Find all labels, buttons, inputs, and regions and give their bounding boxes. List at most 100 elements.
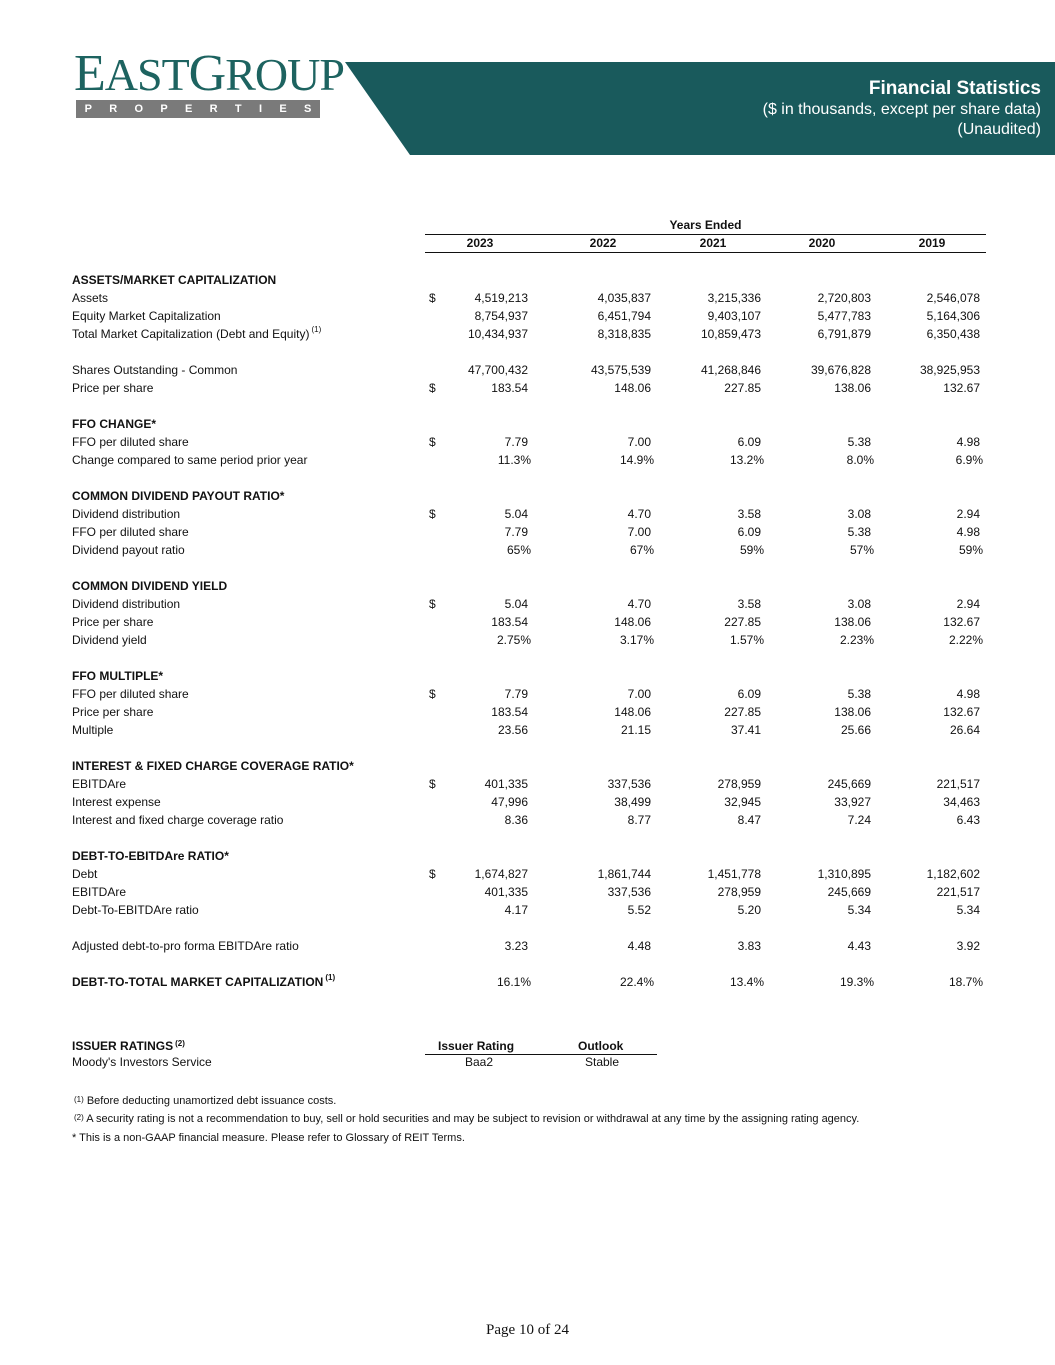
page-subtitle: ($ in thousands, except per share data): [762, 101, 1041, 118]
years-ended-header: Years Ended: [425, 218, 986, 235]
row-label: Dividend distribution: [72, 507, 181, 521]
row-label: Debt: [72, 867, 98, 881]
cell-value-2021: 13.2%: [729, 453, 764, 467]
row-label: ASSETS/MARKET CAPITALIZATION: [72, 273, 277, 287]
cell-value-2022: 148.06: [614, 615, 651, 629]
issuer-rating-value: Baa2: [464, 1055, 494, 1069]
table-row: Debt $1,674,827 1,861,744 1,451,778 1,310,89…: [0, 865, 1055, 883]
section-header: FFO CHANGE*: [0, 415, 1055, 433]
section-header: ASSETS/MARKET CAPITALIZATION: [0, 271, 1055, 289]
row-label: DEBT-TO-EBITDAre RATIO*: [72, 849, 229, 863]
cell-value-2020: 3.08: [847, 507, 871, 521]
row-label: Price per share: [72, 705, 154, 719]
cell-value-2022: 67%: [629, 543, 654, 557]
cell-value-2021: 3.83: [737, 939, 761, 953]
cell-value-2020: 2.23%: [839, 633, 874, 647]
cell-value-2023: 7.79: [504, 525, 528, 539]
table-row: FFO per diluted share $7.79 7.00 6.09 5.38 4.…: [0, 685, 1055, 703]
cell-value-2021: 278,959: [717, 777, 761, 791]
company-logo: EASTGROUP: [74, 45, 345, 102]
cell-value-2021: 6.09: [737, 687, 761, 701]
cell-value-2020: 3.08: [847, 597, 871, 611]
cell-value-2023: 1,674,827: [474, 867, 528, 881]
section-header: COMMON DIVIDEND PAYOUT RATIO*: [0, 487, 1055, 505]
table-row: Equity Market Capitalization 8,754,937 6,4…: [0, 307, 1055, 325]
row-label: Price per share: [72, 381, 154, 395]
row-label: Multiple: [72, 723, 114, 737]
cell-value-2020: 25.66: [840, 723, 871, 737]
cell-value-2023: 4.17: [504, 903, 528, 917]
cell-value-2022: 6,451,794: [597, 309, 651, 323]
cell-value-2021: 227.85: [724, 615, 761, 629]
cell-value-2022: 4.70: [627, 597, 651, 611]
section-header: FFO MULTIPLE*: [0, 667, 1055, 685]
cell-value-2019: 6.9%: [955, 453, 983, 467]
row-label: Assets: [72, 291, 109, 305]
spacer-row: [0, 343, 1055, 361]
row-label: FFO per diluted share: [72, 525, 189, 539]
table-row: FFO per diluted share $7.79 7.00 6.09 5.38 4.…: [0, 433, 1055, 451]
cell-value-2020: 138.06: [834, 615, 871, 629]
cell-value-2023: 401,335: [484, 777, 528, 791]
cell-value-2022: 4,035,837: [597, 291, 651, 305]
table-row: Price per share 183.54 148.06 227.85 138.06 1…: [0, 703, 1055, 721]
cell-value-2020: 6,791,879: [817, 327, 871, 341]
currency-symbol: $: [429, 777, 436, 791]
cell-value-2019: 34,463: [943, 795, 980, 809]
row-label: Equity Market Capitalization: [72, 309, 221, 323]
table-row: Multiple 23.56 21.15 37.41 25.66 26.64: [0, 721, 1055, 739]
section-header: INTEREST & FIXED CHARGE COVERAGE RATIO*: [0, 757, 1055, 775]
cell-value-2023: 8,754,937: [474, 309, 528, 323]
table-row: Price per share $183.54 148.06 227.85 138.06…: [0, 379, 1055, 397]
year-headers: 2023 2022 2021 2020 2019: [425, 236, 986, 253]
section-header: COMMON DIVIDEND YIELD: [0, 577, 1055, 595]
section-header: DEBT-TO-TOTAL MARKET CAPITALIZATION (1) 16…: [0, 973, 1055, 991]
spacer-row: [0, 829, 1055, 847]
cell-value-2021: 3.58: [737, 507, 761, 521]
row-label: Price per share: [72, 615, 154, 629]
year-header: 2021: [699, 236, 727, 250]
issuer-ratings-title: ISSUER RATINGS (2): [72, 1039, 185, 1053]
row-label: FFO MULTIPLE*: [72, 669, 164, 683]
cell-value-2023: 23.56: [497, 723, 528, 737]
currency-symbol: $: [429, 381, 436, 395]
cell-value-2019: 221,517: [936, 885, 980, 899]
cell-value-2022: 7.00: [627, 435, 651, 449]
cell-value-2021: 227.85: [724, 381, 761, 395]
currency-symbol: $: [429, 507, 436, 521]
spacer-row: [0, 397, 1055, 415]
cell-value-2019: 132.67: [943, 705, 980, 719]
cell-value-2022: 8,318,835: [597, 327, 651, 341]
cell-value-2023: 4,519,213: [474, 291, 528, 305]
year-header: 2022: [589, 236, 617, 250]
cell-value-2019: 1,182,602: [926, 867, 980, 881]
row-label: EBITDAre: [72, 885, 127, 899]
cell-value-2019: 2.94: [956, 597, 980, 611]
cell-value-2021: 8.47: [737, 813, 761, 827]
table-row: Shares Outstanding - Common 47,700,432 43,…: [0, 361, 1055, 379]
page-number: Page 10 of 24: [486, 1322, 569, 1338]
cell-value-2023: 5.04: [504, 597, 528, 611]
cell-value-2021: 13.4%: [729, 975, 764, 989]
cell-value-2023: 183.54: [491, 615, 528, 629]
row-label: Dividend distribution: [72, 597, 181, 611]
row-label: Adjusted debt-to-pro forma EBITDAre rati…: [72, 939, 299, 953]
cell-value-2021: 1,451,778: [707, 867, 761, 881]
cell-value-2019: 4.98: [956, 525, 980, 539]
currency-symbol: $: [429, 597, 436, 611]
cell-value-2022: 8.77: [627, 813, 651, 827]
divider: [425, 1054, 657, 1055]
row-label: Debt-To-EBITDAre ratio: [72, 903, 199, 917]
cell-value-2019: 2.94: [956, 507, 980, 521]
cell-value-2023: 47,996: [491, 795, 528, 809]
row-label: COMMON DIVIDEND PAYOUT RATIO*: [72, 489, 285, 503]
cell-value-2023: 183.54: [491, 705, 528, 719]
outlook-value: Stable: [584, 1055, 620, 1069]
cell-value-2022: 4.70: [627, 507, 651, 521]
cell-value-2020: 245,669: [827, 777, 871, 791]
cell-value-2020: 8.0%: [846, 453, 874, 467]
row-label: COMMON DIVIDEND YIELD: [72, 579, 228, 593]
cell-value-2021: 32,945: [724, 795, 761, 809]
